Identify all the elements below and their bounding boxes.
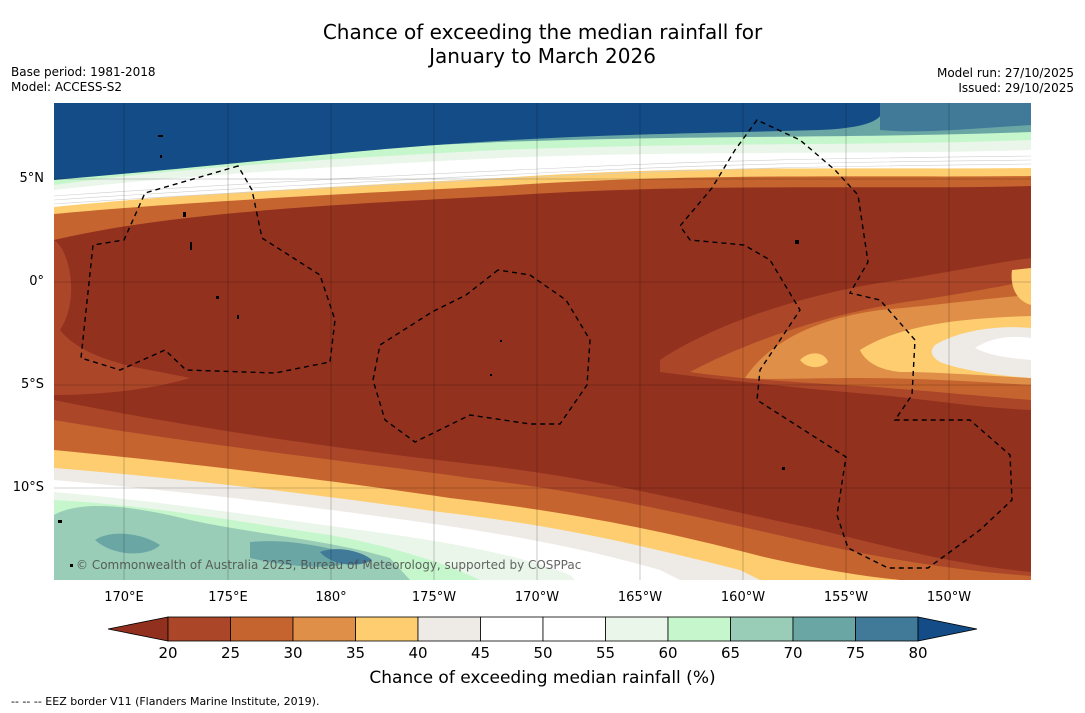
colorbar-tick-label: 65 [720, 644, 741, 662]
colorbar-tick-label: 45 [470, 644, 491, 662]
lon-label-175w: 175°W [411, 590, 457, 605]
lat-label-10s: 10°S [12, 480, 44, 495]
eez-borders [80, 119, 1013, 569]
graticule [54, 103, 1031, 580]
lon-label-155w: 155°W [823, 590, 869, 605]
colorbar-tick-label: 80 [908, 644, 928, 662]
colorbar-segment [292, 616, 356, 642]
colorbar-segment [667, 616, 731, 642]
colorbar-segment [542, 616, 606, 642]
colorbar-title: Chance of exceeding median rainfall (%) [369, 668, 716, 688]
colorbar-tick-label: 50 [533, 644, 553, 662]
colorbar-tick-label: 20 [158, 644, 178, 662]
colorbar-tick-label: 55 [595, 644, 616, 662]
colorbar-tick-label: 75 [845, 644, 866, 662]
lon-label-170w: 170°W [514, 590, 560, 605]
north-teal-patch [880, 103, 1031, 132]
south-teal-blob-2 [320, 549, 372, 565]
islands [58, 135, 799, 567]
meta-right: Model run: 27/10/2025 Issued: 29/10/2025 [937, 66, 1074, 96]
lat-label-5s: 5°S [20, 377, 44, 392]
colorbar-segment [355, 616, 419, 642]
south-teal-blob-1 [95, 533, 360, 567]
eez-kiribati-phoenix [372, 269, 591, 443]
title-line-1: Chance of exceeding the median rainfall … [322, 20, 763, 44]
colorbar-segment [230, 616, 294, 642]
lon-label-170e: 170°E [104, 590, 144, 605]
eez-kiribati-line [679, 119, 1013, 569]
lat-label-5n: 5°N [19, 171, 45, 186]
colorbar-tick-label: 25 [220, 644, 241, 662]
base-period: Base period: 1981-2018 [11, 65, 156, 79]
colorbar-segment [167, 616, 231, 642]
colorbar-over-arrow [917, 616, 978, 642]
meta-left: Base period: 1981-2018 Model: ACCESS-S2 [11, 65, 156, 95]
model-name: Model: ACCESS-S2 [11, 80, 123, 94]
colorbar-tick-label: 35 [345, 644, 366, 662]
colorbar-tick-label: 40 [408, 644, 428, 662]
map-title: Chance of exceeding the median rainfall … [0, 20, 1085, 68]
colorbar-segment [792, 616, 856, 642]
north-band-blue [54, 103, 883, 180]
lon-label-175e: 175°E [208, 590, 248, 605]
colorbar [107, 616, 978, 642]
colorbar-tick-label: 30 [283, 644, 303, 662]
west-fringe [54, 240, 190, 395]
colorbar-under-arrow [107, 616, 169, 642]
copyright-credit: © Commonwealth of Australia 2025, Bureau… [76, 558, 582, 572]
lon-label-180: 180° [315, 590, 347, 605]
east-tongue-white [975, 336, 1031, 360]
lat-label-0: 0° [29, 274, 44, 289]
colorbar-segment [855, 616, 919, 642]
colorbar-segment [480, 616, 544, 642]
model-run: Model run: 27/10/2025 [936, 66, 1074, 80]
north-thin-lines [54, 155, 1031, 205]
lon-label-165w: 165°W [617, 590, 663, 605]
issued-date: Issued: 29/10/2025 [958, 81, 1074, 95]
eez-footnote: -- -- -- EEZ border V11 (Flanders Marine… [11, 695, 320, 708]
colorbar-segment [605, 616, 669, 642]
map-field [54, 103, 1031, 580]
lon-label-150w: 150°W [926, 590, 972, 605]
title-line-2: January to March 2026 [429, 44, 656, 68]
eez-kiribati-gilbert [80, 165, 336, 374]
colorbar-segment [417, 616, 481, 642]
lon-label-160w: 160°W [720, 590, 766, 605]
colorbar-tick-label: 70 [783, 644, 803, 662]
colorbar-tick-label: 60 [658, 644, 678, 662]
colorbar-segment [730, 616, 794, 642]
